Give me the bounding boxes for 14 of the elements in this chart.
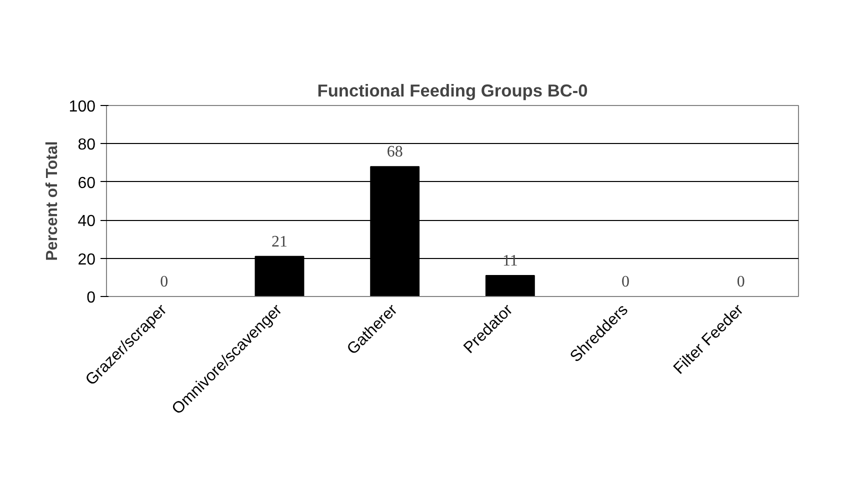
- data-label: 21: [272, 233, 288, 250]
- y-tick-label: 40: [78, 213, 96, 230]
- y-tick-label: 80: [78, 136, 96, 154]
- y-tick-label: 100: [68, 98, 96, 116]
- y-axis-title: Percent of Total: [44, 141, 61, 261]
- data-label: 0: [736, 274, 745, 290]
- data-label: 0: [622, 274, 630, 290]
- chart-title: Functional Feeding Groups BC-0: [317, 80, 588, 100]
- data-label: 68: [386, 144, 403, 161]
- data-label: 0: [160, 274, 168, 290]
- y-tick-label: 0: [86, 290, 96, 306]
- bar: [485, 274, 535, 296]
- y-tick-label: 60: [78, 174, 96, 192]
- y-tick-label: 20: [78, 251, 96, 268]
